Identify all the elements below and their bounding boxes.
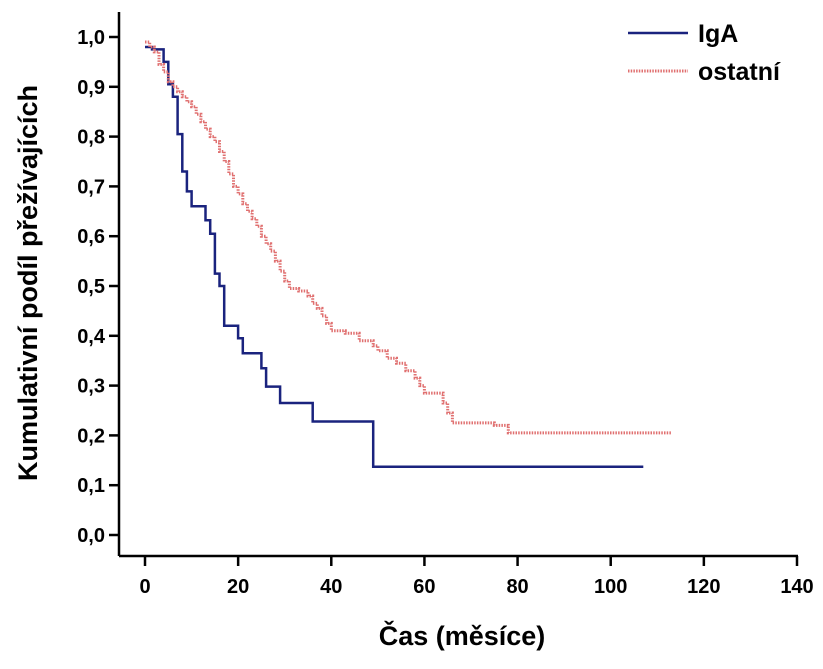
y-tick-label: 0,3 — [77, 376, 105, 398]
x-tick-label: 60 — [413, 576, 435, 598]
y-tick-label: 1,0 — [77, 27, 105, 49]
y-axis-title: Kumulativní podíl přežívajících — [13, 85, 43, 481]
x-tick-label: 20 — [227, 576, 249, 598]
y-tick-label: 0,6 — [77, 226, 105, 248]
y-tick-label: 0,7 — [77, 176, 105, 198]
series-layer — [145, 40, 672, 469]
y-tick-label: 0,9 — [77, 77, 105, 99]
series-line-iga — [145, 45, 644, 469]
legend-label-iga: IgA — [698, 20, 738, 48]
y-tick-label: 0,8 — [77, 127, 105, 149]
legend-label-ostatni: ostatní — [698, 58, 781, 86]
series-line-ostatni — [145, 40, 672, 435]
y-ticks: 0,0 0,1 0,2 0,3 0,4 0,5 0,6 0,7 0,8 0,9 1,0 — [77, 27, 119, 547]
x-axis-title: Čas (měsíce) — [379, 620, 546, 651]
x-tick-label: 120 — [687, 576, 720, 598]
x-tick-label: 40 — [320, 576, 342, 598]
y-tick-label: 0,2 — [77, 425, 105, 447]
y-tick-label: 0,5 — [77, 276, 105, 298]
y-tick-label: 0,4 — [77, 326, 106, 348]
x-tick-label: 140 — [780, 576, 813, 598]
x-ticks: 0 20 40 60 80 100 120 140 — [139, 556, 814, 598]
y-tick-label: 0,1 — [77, 475, 105, 497]
x-tick-label: 0 — [139, 576, 150, 598]
axes — [117, 12, 798, 558]
x-tick-label: 80 — [506, 576, 528, 598]
legend: IgA ostatní — [628, 20, 781, 86]
y-tick-label: 0,0 — [77, 525, 105, 547]
x-tick-label: 100 — [594, 576, 627, 598]
